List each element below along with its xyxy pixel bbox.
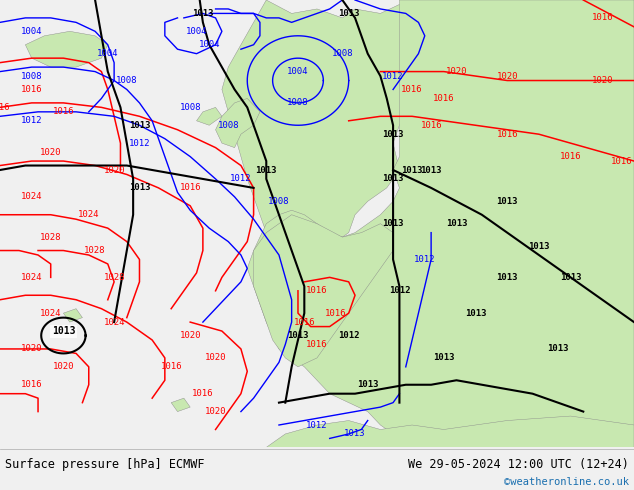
Text: 1016: 1016 [53,107,74,116]
Text: 1016: 1016 [160,362,182,371]
Text: 1020: 1020 [21,344,42,353]
Text: 1013: 1013 [465,309,486,318]
Text: 1004: 1004 [198,40,220,49]
Text: 1016: 1016 [21,380,42,389]
Text: 1016: 1016 [401,85,423,94]
Text: 1013: 1013 [129,183,150,193]
Text: 1020: 1020 [446,67,467,76]
Text: 1024: 1024 [78,210,100,219]
Text: 1008: 1008 [179,103,201,112]
Text: 1024: 1024 [103,318,125,327]
Text: 1016: 1016 [0,103,11,112]
Text: 1013: 1013 [51,326,75,336]
Text: 1020: 1020 [592,76,613,85]
Polygon shape [247,0,634,447]
Text: 1020: 1020 [40,147,61,157]
Text: 1013: 1013 [382,174,404,183]
Text: We 29-05-2024 12:00 UTC (12+24): We 29-05-2024 12:00 UTC (12+24) [408,458,629,471]
Text: 1013: 1013 [344,429,366,439]
Text: 1016: 1016 [420,121,442,130]
Text: 1028: 1028 [84,246,106,255]
Polygon shape [222,0,476,246]
Text: 1013: 1013 [433,353,455,363]
Text: 1012: 1012 [230,174,252,183]
Text: 1004: 1004 [21,27,42,36]
Text: 1013: 1013 [382,219,404,228]
Polygon shape [63,309,82,322]
Text: 1012: 1012 [414,255,436,264]
Text: 1013: 1013 [547,344,569,353]
Text: 1013: 1013 [338,9,359,18]
Text: 1020: 1020 [205,353,226,363]
Text: 1020: 1020 [53,362,74,371]
Text: 1013: 1013 [528,242,550,250]
Text: 1016: 1016 [592,13,613,23]
Text: 1013: 1013 [129,121,150,130]
Text: 1008: 1008 [21,72,42,80]
Text: 1004: 1004 [97,49,119,58]
Text: 1013: 1013 [382,130,404,139]
Text: 1013: 1013 [401,166,423,174]
Polygon shape [216,98,260,147]
Text: 1024: 1024 [21,273,42,282]
Text: ©weatheronline.co.uk: ©weatheronline.co.uk [504,477,629,487]
Text: 1020: 1020 [179,331,201,340]
Text: 1016: 1016 [306,340,328,349]
Text: 1028: 1028 [103,273,125,282]
Text: 1016: 1016 [179,183,201,193]
Text: 1028: 1028 [40,233,61,242]
Text: 1012: 1012 [389,286,410,295]
Polygon shape [254,215,393,367]
Polygon shape [197,107,222,125]
Text: 1008: 1008 [287,98,309,107]
Text: 1024: 1024 [21,193,42,201]
Text: 1013: 1013 [192,9,214,18]
Text: 1008: 1008 [268,197,290,206]
Text: 1013: 1013 [420,166,442,174]
Text: 1013: 1013 [256,166,277,174]
Text: 1020: 1020 [103,166,125,174]
Text: 1012: 1012 [129,139,150,147]
Text: 1016: 1016 [325,309,347,318]
Text: 1016: 1016 [560,152,581,161]
Text: 1020: 1020 [205,407,226,416]
Text: 1016: 1016 [294,318,315,327]
Polygon shape [266,416,634,447]
Text: 1013: 1013 [496,273,518,282]
Text: 1012: 1012 [338,331,359,340]
Text: 1012: 1012 [382,72,404,80]
Text: 1013: 1013 [560,273,581,282]
Text: 1012: 1012 [21,116,42,125]
Text: 1008: 1008 [332,49,353,58]
Polygon shape [25,31,108,67]
Text: 1024: 1024 [40,309,61,318]
Text: 1016: 1016 [496,130,518,139]
Text: 1016: 1016 [192,389,214,398]
Text: Surface pressure [hPa] ECMWF: Surface pressure [hPa] ECMWF [5,458,205,471]
Text: 1013: 1013 [496,197,518,206]
Text: 1008: 1008 [116,76,138,85]
Text: 1008: 1008 [217,121,239,130]
Text: 1013: 1013 [446,219,467,228]
Text: 1012: 1012 [306,420,328,430]
Text: 1016: 1016 [21,85,42,94]
Text: 1016: 1016 [611,156,632,166]
Text: 1020: 1020 [496,72,518,80]
Text: 1013: 1013 [357,380,378,389]
Text: 1013: 1013 [287,331,309,340]
Polygon shape [171,398,190,412]
Text: 1004: 1004 [287,67,309,76]
Text: 1004: 1004 [186,27,207,36]
Text: 1016: 1016 [433,94,455,103]
Text: 1016: 1016 [306,286,328,295]
